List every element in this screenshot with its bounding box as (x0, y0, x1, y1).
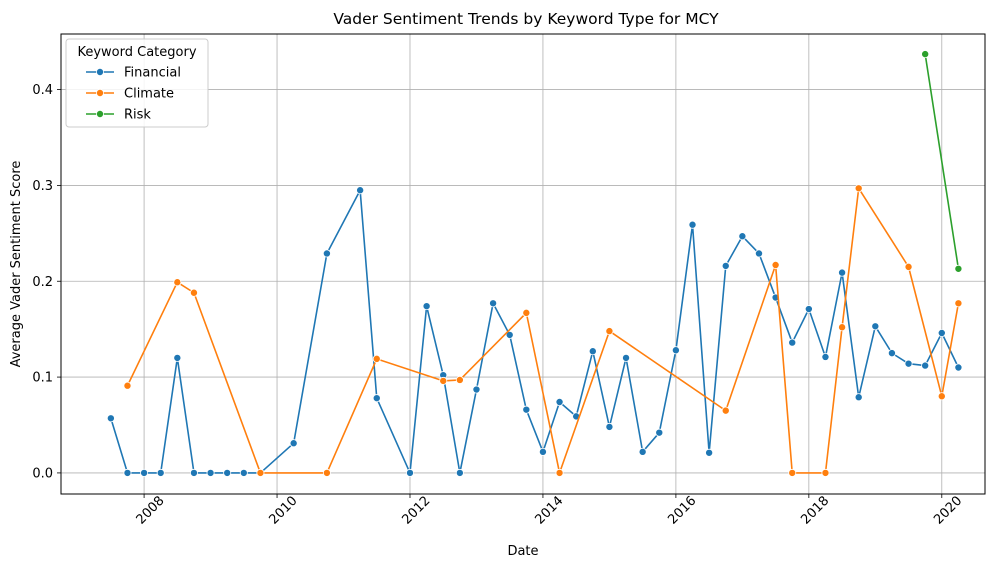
data-point-climate (439, 376, 448, 385)
data-point-climate (605, 327, 614, 336)
data-point-financial (887, 349, 896, 358)
data-point-financial (788, 338, 797, 347)
chart-title: Vader Sentiment Trends by Keyword Type f… (333, 10, 719, 28)
data-point-financial (489, 299, 498, 308)
data-point-financial (705, 448, 714, 457)
legend-box (65, 38, 209, 128)
data-point-financial (156, 468, 165, 477)
data-point-financial (738, 232, 747, 241)
data-point-climate (189, 288, 198, 297)
data-point-financial (622, 353, 631, 362)
data-point-financial (422, 302, 431, 311)
data-point-financial (189, 468, 198, 477)
data-point-financial (173, 353, 182, 362)
y-tick-label: 0.4 (32, 83, 53, 98)
data-point-climate (256, 468, 265, 477)
data-point-climate (937, 392, 946, 401)
legend-label: Financial (124, 66, 181, 81)
data-point-financial (555, 397, 564, 406)
data-point-financial (588, 347, 597, 356)
data-point-financial (937, 328, 946, 337)
y-tick-label: 0.3 (32, 179, 53, 194)
legend-marker (96, 89, 105, 98)
data-point-financial (838, 268, 847, 277)
data-point-climate (522, 308, 531, 317)
data-point-financial (239, 468, 248, 477)
legend-title: Keyword Category (77, 45, 196, 60)
data-point-climate (954, 299, 963, 308)
legend-item-climate: Climate (86, 87, 174, 102)
data-point-financial (356, 186, 365, 195)
data-point-financial (721, 261, 730, 270)
y-tick-label: 0.1 (32, 371, 53, 386)
data-point-financial (140, 468, 149, 477)
x-axis-label: Date (507, 544, 538, 559)
data-point-financial (904, 359, 913, 368)
series-line-risk (924, 54, 960, 269)
data-point-risk (954, 264, 963, 273)
data-point-financial (522, 405, 531, 414)
data-point-climate (455, 375, 464, 384)
data-point-financial (954, 363, 963, 372)
data-point-climate (173, 278, 182, 287)
data-point-financial (821, 352, 830, 361)
data-point-climate (904, 262, 913, 271)
data-point-financial (455, 468, 464, 477)
legend-item-financial: Financial (86, 66, 181, 81)
data-point-financial (472, 385, 481, 394)
data-point-financial (372, 394, 381, 403)
data-point-climate (854, 184, 863, 193)
y-axis-label: Average Vader Sentiment Score (9, 161, 24, 368)
data-point-financial (671, 346, 680, 355)
y-tick-label: 0.2 (32, 275, 53, 290)
legend-label: Climate (124, 87, 174, 102)
series-layer (106, 50, 963, 477)
data-point-financial (505, 330, 514, 339)
data-point-climate (555, 468, 564, 477)
data-point-climate (123, 381, 132, 390)
series-line-climate (126, 187, 960, 474)
data-point-financial (688, 220, 697, 229)
data-point-climate (788, 468, 797, 477)
data-point-financial (871, 322, 880, 331)
data-point-financial (322, 249, 331, 258)
data-point-climate (372, 354, 381, 363)
data-point-financial (538, 447, 547, 456)
legend-label: Risk (124, 108, 151, 123)
data-point-risk (921, 50, 930, 59)
legend-item-risk: Risk (86, 108, 151, 123)
data-point-financial (223, 468, 232, 477)
data-point-financial (638, 447, 647, 456)
series-climate (123, 184, 963, 477)
data-point-financial (605, 422, 614, 431)
data-point-financial (655, 428, 664, 437)
data-point-climate (821, 468, 830, 477)
series-risk (921, 50, 963, 273)
data-point-financial (289, 439, 298, 448)
data-point-climate (838, 323, 847, 332)
data-point-climate (322, 468, 331, 477)
data-point-financial (854, 393, 863, 402)
legend-marker (96, 68, 105, 77)
legend-marker (96, 110, 105, 119)
data-point-financial (754, 249, 763, 258)
data-point-financial (206, 468, 215, 477)
data-point-financial (405, 468, 414, 477)
data-point-climate (721, 406, 730, 415)
data-point-financial (804, 305, 813, 314)
data-point-financial (106, 414, 115, 423)
data-point-financial (921, 361, 930, 370)
y-tick-label: 0.0 (32, 466, 53, 481)
data-point-financial (123, 468, 132, 477)
legend: Keyword Category Financial Climate Risk (65, 38, 209, 128)
plot-area-frame (60, 33, 986, 495)
series-financial (106, 186, 963, 477)
data-point-climate (771, 260, 780, 269)
